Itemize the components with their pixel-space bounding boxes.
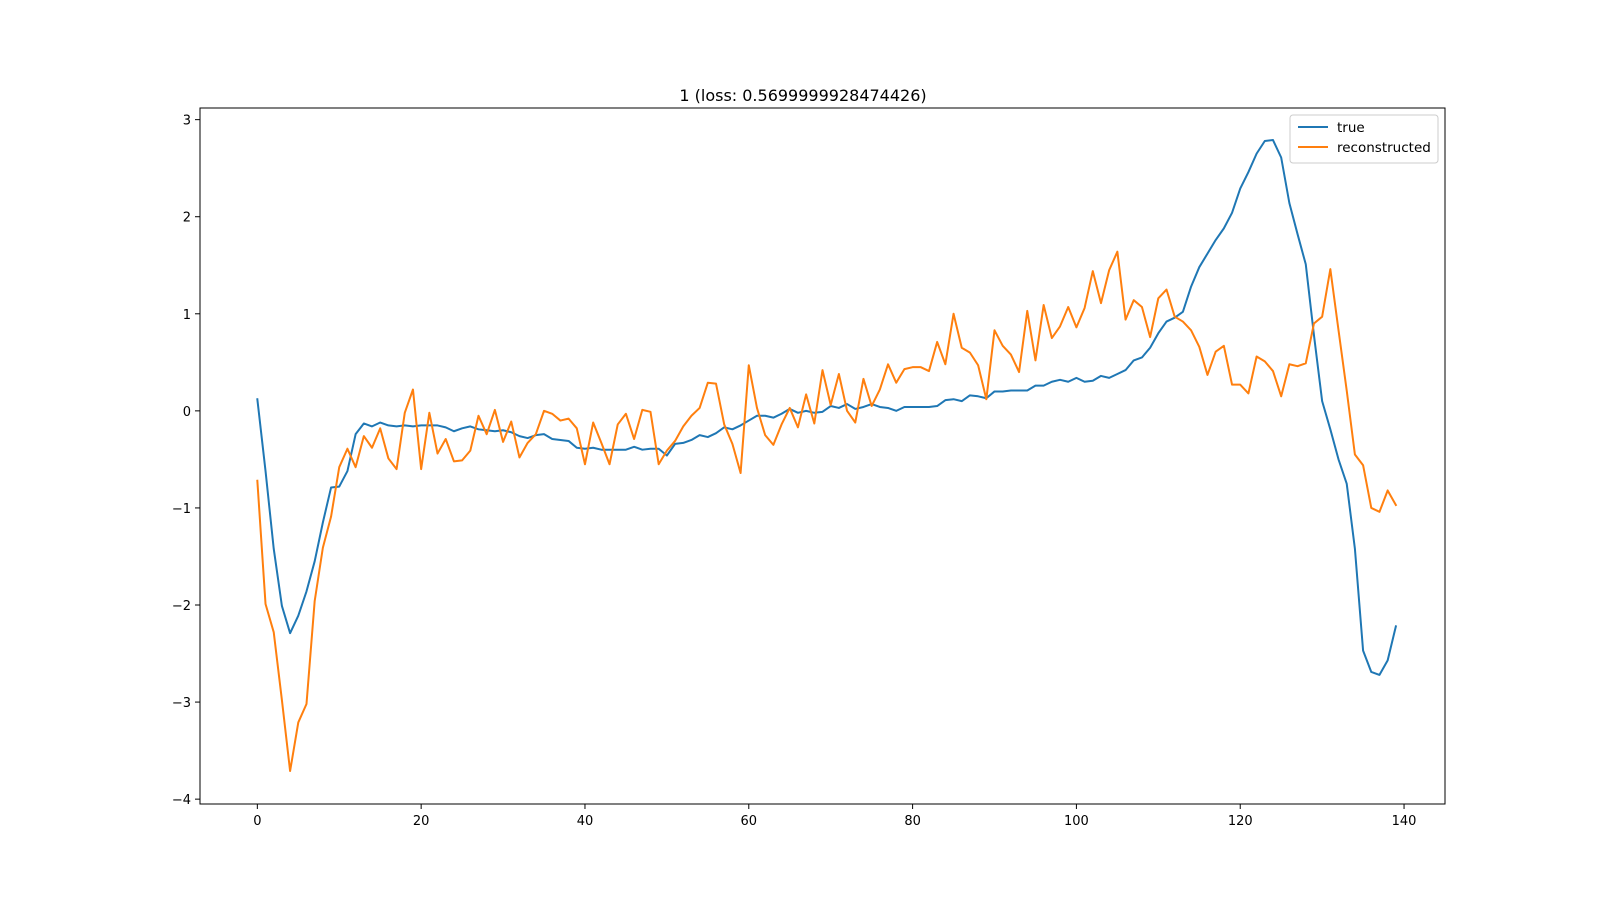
x-tick-label: 60 [741, 814, 758, 829]
x-tick-label: 40 [577, 814, 594, 829]
chart-title: 1 (loss: 0.5699999928474426) [679, 86, 926, 105]
y-tick-label: −1 [172, 502, 191, 517]
axis-layer: 0 20 40 60 80 100 120 140 3 2 1 0 −1 −2 −3 −4 [172, 114, 1417, 829]
x-tick-label: 20 [413, 814, 430, 829]
y-tick-label: 3 [183, 114, 191, 129]
series-layer [256, 139, 1398, 772]
legend-label-reconstructed: reconstructed [1337, 140, 1431, 156]
x-tick-label: 80 [904, 814, 921, 829]
y-tick-label: 1 [183, 308, 191, 323]
y-tick-label: −2 [172, 599, 191, 614]
x-tick-label: 100 [1064, 814, 1089, 829]
legend: true reconstructed [1289, 114, 1439, 164]
series-line-reconstructed [256, 250, 1398, 772]
y-tick-label: 0 [183, 405, 191, 420]
plot-frame [199, 107, 1446, 805]
legend-label-true: true [1337, 120, 1365, 136]
x-tick-label: 0 [253, 814, 261, 829]
y-tick-label: −3 [172, 696, 191, 711]
x-tick-label: 120 [1228, 814, 1253, 829]
x-tick-label: 140 [1392, 814, 1417, 829]
y-tick-label: 2 [183, 211, 191, 226]
y-tick-label: −4 [172, 793, 191, 808]
series-line-true [256, 139, 1398, 676]
